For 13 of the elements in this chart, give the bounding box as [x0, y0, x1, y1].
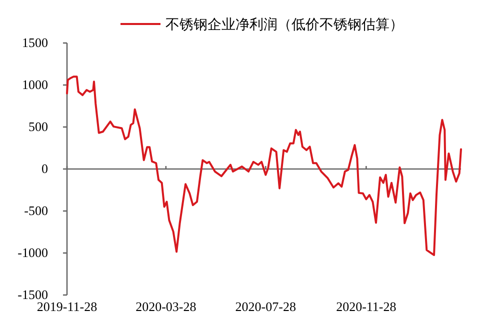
y-tick-label: 1000	[22, 77, 48, 92]
y-tick-label: -1000	[18, 245, 48, 260]
line-series	[66, 76, 462, 256]
x-tick-label: 2019-11-28	[36, 299, 98, 314]
y-tick-label: -500	[24, 203, 48, 218]
y-tick-label: -1500	[18, 287, 48, 302]
x-tick-label: 2020-11-28	[336, 299, 396, 314]
legend-label: 不锈钢企业净利润（低价不锈钢估算）	[166, 17, 404, 33]
y-tick-label: 500	[28, 119, 48, 134]
y-tick-label: 0	[42, 161, 48, 176]
x-tick-label: 2020-07-28	[235, 299, 296, 314]
y-tick-label: 1500	[22, 35, 48, 50]
x-tick-label: 2020-03-28	[136, 299, 196, 314]
